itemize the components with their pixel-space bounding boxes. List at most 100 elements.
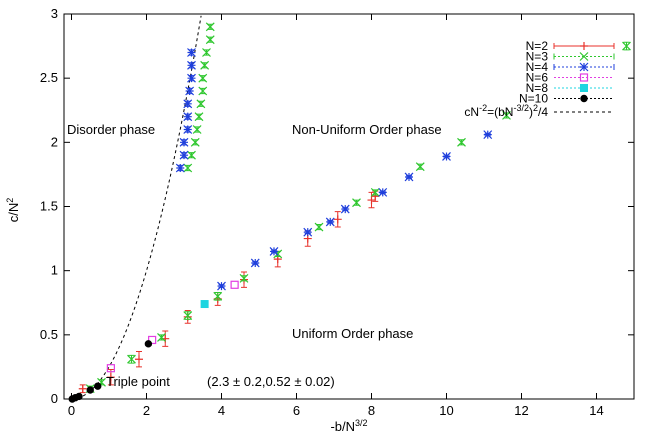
y-tick-label: 0 bbox=[51, 391, 58, 406]
data-point bbox=[144, 340, 153, 348]
curve-layer bbox=[71, 15, 202, 400]
x-tick-label: 10 bbox=[439, 403, 453, 418]
data-point bbox=[205, 22, 215, 32]
data-point bbox=[314, 222, 324, 232]
data-point bbox=[457, 137, 466, 147]
x-tick-label: 0 bbox=[68, 403, 75, 418]
legend-marker bbox=[579, 62, 589, 72]
data-point bbox=[196, 99, 206, 109]
legend-marker bbox=[580, 84, 588, 92]
annotation-triple-point: Triple point bbox=[106, 374, 170, 389]
series-n10 bbox=[68, 340, 153, 403]
data-point bbox=[183, 311, 193, 321]
data-point bbox=[325, 217, 335, 227]
data-point bbox=[367, 196, 376, 205]
data-point bbox=[148, 335, 157, 345]
annotation-uniform-phase: Uniform Order phase bbox=[292, 326, 413, 341]
legend-errcap bbox=[553, 43, 615, 49]
data-point bbox=[198, 73, 208, 83]
data-point bbox=[106, 364, 115, 373]
data-point bbox=[157, 332, 166, 342]
data-point bbox=[483, 130, 493, 140]
x-tick-label: 14 bbox=[589, 403, 603, 418]
series-n3 bbox=[85, 22, 631, 394]
data-point bbox=[333, 215, 342, 224]
legend-label: N=4 bbox=[526, 60, 549, 74]
data-point bbox=[75, 392, 83, 401]
data-point bbox=[183, 163, 193, 173]
y-tick-label: 3 bbox=[51, 6, 58, 21]
axis-ticks: 0 2 4 6 8 10 12 14 0 0.5 1 1.5 2 2.5 3 bbox=[40, 6, 634, 418]
x-tick-label: 12 bbox=[514, 403, 528, 418]
y-axis-label: c/N2 bbox=[5, 198, 21, 223]
data-point bbox=[340, 204, 350, 214]
legend-curve-label: cN-2=(bN-3/2)2/4 bbox=[464, 103, 548, 119]
data-point bbox=[200, 60, 210, 70]
data-point bbox=[106, 373, 115, 382]
data-point bbox=[179, 137, 189, 147]
legend-marker bbox=[580, 42, 588, 50]
data-point bbox=[269, 246, 279, 256]
data-point bbox=[187, 60, 196, 70]
data-point bbox=[183, 125, 193, 134]
x-tick-label: 8 bbox=[368, 403, 375, 418]
data-point bbox=[183, 99, 193, 109]
legend-errcap bbox=[553, 53, 615, 60]
legend-label: N=3 bbox=[526, 50, 549, 64]
data-point bbox=[194, 112, 204, 122]
legend-marker bbox=[579, 73, 589, 82]
annotation-disorder-phase: Disorder phase bbox=[67, 122, 155, 137]
x-tick-label: 4 bbox=[218, 403, 225, 418]
legend-label: N=2 bbox=[526, 39, 549, 53]
series-n6 bbox=[106, 280, 239, 373]
y-tick-label: 1.5 bbox=[40, 199, 58, 214]
y-tick-label: 0.5 bbox=[40, 327, 58, 342]
y-tick-label: 2 bbox=[51, 134, 58, 149]
data-point bbox=[135, 355, 143, 364]
data-point bbox=[239, 273, 249, 283]
data-point bbox=[190, 137, 200, 147]
legend-label: N=8 bbox=[526, 81, 549, 95]
data-point bbox=[352, 198, 361, 208]
data-point bbox=[187, 73, 196, 83]
annotation-triple-value: (2.3 ± 0.2,0.52 ± 0.02) bbox=[207, 374, 335, 389]
data-point bbox=[86, 386, 94, 394]
legend-marker bbox=[580, 94, 588, 103]
data-point bbox=[250, 258, 260, 268]
x-axis-label: -b/N3/2 bbox=[330, 418, 367, 434]
data-point bbox=[370, 187, 380, 197]
data-point bbox=[213, 291, 223, 301]
series-layer bbox=[68, 22, 631, 403]
data-point bbox=[415, 162, 425, 172]
legend-label: N=10 bbox=[519, 92, 548, 106]
data-point bbox=[404, 172, 414, 182]
legend-errcap bbox=[553, 64, 615, 70]
data-point bbox=[187, 150, 196, 160]
series-n8 bbox=[200, 300, 209, 309]
data-point bbox=[622, 41, 631, 51]
y-tick-label: 2.5 bbox=[40, 70, 58, 85]
annotation-nonuniform-phase: Non-Uniform Order phase bbox=[292, 122, 442, 137]
data-point bbox=[179, 150, 189, 160]
data-point bbox=[378, 187, 388, 197]
data-point bbox=[127, 354, 136, 364]
data-point bbox=[200, 300, 209, 309]
legend-label: N=6 bbox=[526, 71, 549, 85]
series-n4 bbox=[175, 48, 493, 291]
legend-marker bbox=[579, 52, 589, 61]
data-point bbox=[205, 35, 215, 45]
data-point bbox=[230, 280, 239, 289]
data-point bbox=[78, 384, 87, 393]
data-point bbox=[185, 86, 195, 96]
theory-curve-line bbox=[71, 15, 202, 400]
data-point bbox=[183, 112, 193, 122]
data-point bbox=[198, 86, 208, 96]
data-point bbox=[192, 125, 202, 134]
data-point bbox=[217, 281, 226, 291]
data-point bbox=[442, 152, 451, 161]
data-point bbox=[303, 227, 313, 237]
data-point bbox=[94, 382, 102, 390]
data-point bbox=[502, 110, 511, 120]
y-tick-label: 1 bbox=[51, 263, 58, 278]
